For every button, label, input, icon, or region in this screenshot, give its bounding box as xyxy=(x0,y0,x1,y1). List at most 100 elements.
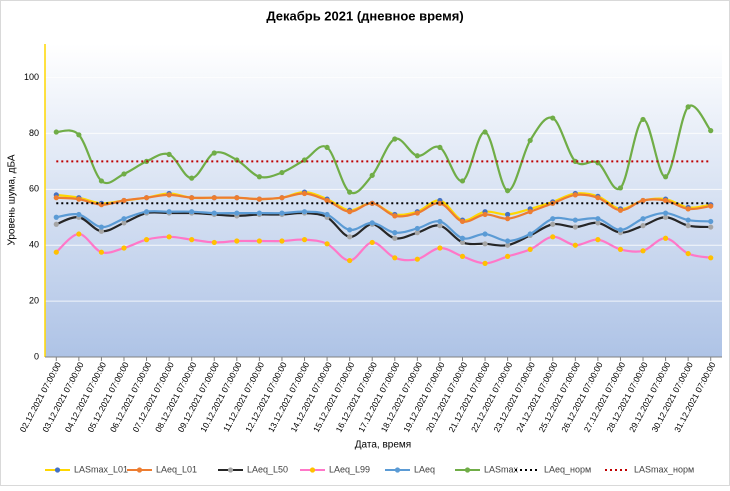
point xyxy=(414,225,420,232)
point xyxy=(324,241,330,247)
point xyxy=(640,223,646,229)
y-tick-label: 20 xyxy=(29,295,39,305)
point xyxy=(53,195,59,201)
point xyxy=(459,253,466,259)
point xyxy=(211,150,217,156)
point xyxy=(53,129,59,135)
point xyxy=(347,189,353,195)
point xyxy=(98,249,105,255)
point xyxy=(595,195,601,201)
point xyxy=(437,144,443,151)
point xyxy=(662,214,669,220)
point xyxy=(121,220,127,226)
point xyxy=(482,241,488,247)
point xyxy=(301,209,308,215)
point xyxy=(143,237,150,243)
point xyxy=(414,210,420,216)
point xyxy=(301,237,308,243)
point xyxy=(324,197,330,204)
legend-marker xyxy=(394,467,401,473)
point xyxy=(459,235,466,241)
point xyxy=(392,213,398,219)
point xyxy=(166,209,172,215)
point xyxy=(617,185,624,191)
point xyxy=(527,231,533,237)
point xyxy=(437,218,443,225)
point xyxy=(324,144,330,151)
legend: LASmax_L01 LAeq_L01 LAeq_L50 LAeq_L99 LAeq LA… xyxy=(45,464,694,474)
y-tick-label: 100 xyxy=(24,72,39,82)
legend-marker xyxy=(464,467,471,473)
point xyxy=(482,129,488,135)
point xyxy=(572,217,578,223)
point xyxy=(166,151,172,157)
y-tick-label: 0 xyxy=(34,351,39,361)
point xyxy=(617,246,624,253)
point xyxy=(685,217,691,223)
legend-label: LASmax_норм xyxy=(634,464,694,474)
point xyxy=(640,248,646,254)
x-axis-title: Дата, время xyxy=(355,440,411,451)
point xyxy=(662,174,669,180)
point xyxy=(437,245,443,251)
plot-area xyxy=(45,44,722,357)
point xyxy=(256,174,262,180)
point xyxy=(256,238,262,244)
point xyxy=(53,221,59,227)
point xyxy=(324,211,330,218)
point xyxy=(76,196,82,202)
point xyxy=(505,216,511,222)
point xyxy=(53,214,59,220)
legend-label: LAeq_L01 xyxy=(156,464,197,474)
point xyxy=(505,242,511,248)
point xyxy=(347,234,353,240)
point xyxy=(595,237,601,243)
point xyxy=(189,209,195,215)
point xyxy=(459,239,466,246)
point xyxy=(685,250,691,257)
point xyxy=(347,257,353,264)
point xyxy=(414,256,420,262)
point xyxy=(595,220,601,226)
point xyxy=(505,253,511,259)
point xyxy=(595,216,601,222)
point xyxy=(527,209,533,215)
point xyxy=(640,197,646,204)
point xyxy=(279,195,285,201)
legend-marker xyxy=(54,467,61,473)
legend-label: LASmax_L01 xyxy=(74,464,128,474)
y-tick-label: 60 xyxy=(29,184,39,194)
point xyxy=(211,195,217,201)
point xyxy=(685,104,691,110)
point xyxy=(53,249,59,255)
point xyxy=(234,238,240,244)
point xyxy=(414,230,420,236)
point xyxy=(640,116,646,123)
point xyxy=(76,211,82,218)
point xyxy=(369,172,375,178)
point xyxy=(459,178,466,184)
grid xyxy=(44,44,722,361)
point xyxy=(98,228,105,234)
point xyxy=(572,158,578,164)
y-axis-title: Уровень шума, дБА xyxy=(7,154,18,245)
point xyxy=(347,209,353,215)
point xyxy=(76,132,82,138)
point xyxy=(234,195,240,201)
point xyxy=(98,224,105,230)
point xyxy=(256,196,262,202)
point xyxy=(685,206,691,212)
point xyxy=(505,188,511,194)
point xyxy=(662,210,669,216)
legend-label: LAeq_норм xyxy=(544,464,591,474)
point xyxy=(279,169,285,176)
y-tick-label: 40 xyxy=(29,240,39,250)
point xyxy=(189,195,195,201)
point xyxy=(189,237,195,243)
point xyxy=(121,171,127,177)
point xyxy=(708,255,714,261)
point xyxy=(572,224,578,230)
point xyxy=(617,227,624,233)
point xyxy=(572,192,578,198)
